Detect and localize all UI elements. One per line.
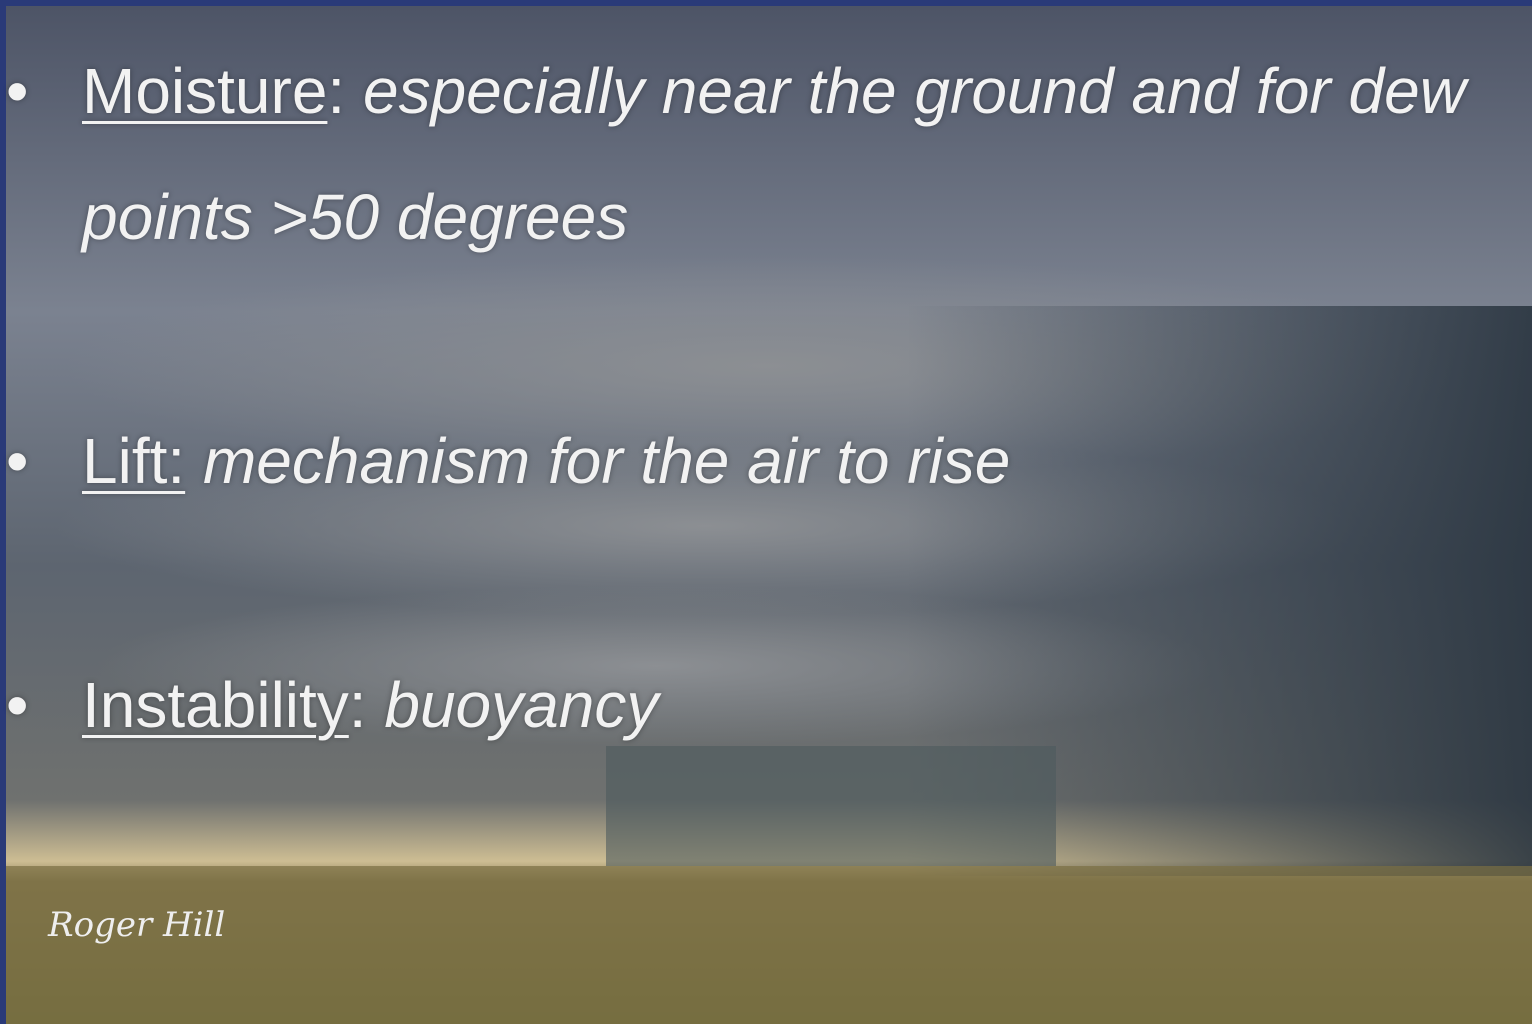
bullet-term: Moisture bbox=[82, 55, 328, 127]
bullet: Moisture: especially near the ground and… bbox=[0, 28, 1522, 280]
bullet-term: Lift: bbox=[82, 425, 186, 497]
bullet-description: especially near the ground and for dew p… bbox=[82, 55, 1466, 253]
bullet: Lift: mechanism for the air to rise bbox=[0, 398, 1522, 524]
bullet-description: mechanism for the air to rise bbox=[202, 425, 1011, 497]
bullet-list: Moisture: especially near the ground and… bbox=[0, 28, 1532, 886]
photo-credit: Roger Hill bbox=[48, 905, 226, 945]
bullet-description: buoyancy bbox=[384, 669, 659, 741]
bullet-separator: : bbox=[327, 55, 346, 127]
bullet-term: Instability bbox=[82, 669, 349, 741]
bullet: Instability: buoyancy bbox=[0, 642, 1522, 768]
bullet-separator: : bbox=[348, 669, 367, 741]
